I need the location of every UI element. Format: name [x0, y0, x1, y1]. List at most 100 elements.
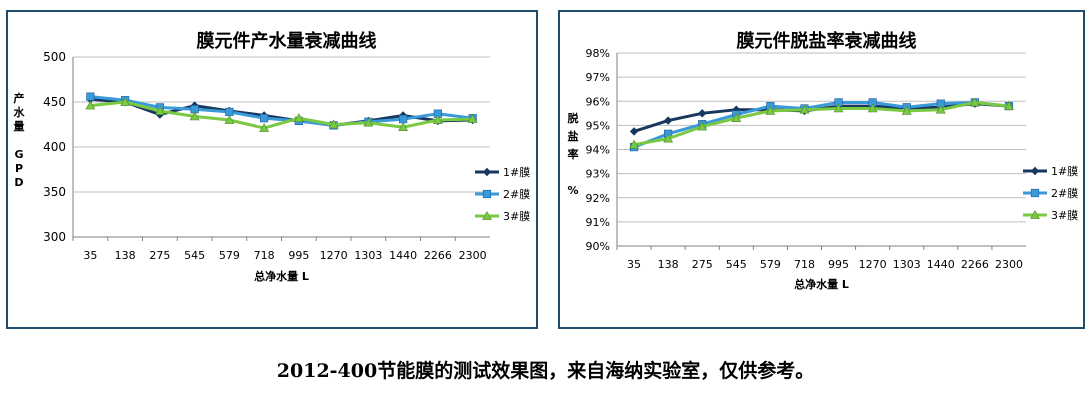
data-point-series-3 [259, 123, 270, 132]
y-axis-label-char: 量 [14, 120, 25, 133]
data-point-series-3 [154, 105, 165, 115]
data-point-series-3 [697, 121, 708, 131]
data-point-series-3 [189, 111, 200, 121]
y-tick-label: 96% [586, 95, 610, 108]
data-point-series-3 [398, 122, 409, 132]
data-point-series-3 [629, 139, 639, 149]
data-point-series-1 [629, 127, 639, 136]
x-tick-label: 579 [760, 258, 781, 271]
legend-label: 1#膜 [503, 166, 530, 179]
y-axis-label-char: 率 [568, 147, 579, 161]
y-tick-label: 400 [43, 140, 66, 154]
data-point-series-3 [765, 105, 776, 115]
y-tick-label: 91% [586, 216, 610, 229]
data-point-series-3 [432, 114, 443, 124]
y-tick-label: 90% [586, 240, 610, 253]
y-axis-label-char: 脱 [568, 111, 579, 125]
x-tick-label: 1270 [859, 258, 887, 271]
y-axis-label-char: 盐 [568, 129, 579, 143]
data-point-series-3 [833, 103, 844, 113]
data-point-series-3 [969, 97, 980, 107]
y-axis-label-char: D [14, 176, 23, 189]
legend-label: 3#膜 [1051, 209, 1078, 222]
data-point-series-3 [363, 117, 374, 127]
y-axis-label-char: P [15, 162, 23, 175]
y-tick-label: 350 [43, 185, 66, 199]
salt-rejection-chart: 膜元件脱盐率衰减曲线 90% 91% 92% 93% 94% 95% 96% 97% 98% 35 1… [567, 30, 1078, 291]
data-point-series-1 [663, 116, 673, 125]
legend-label: 1#膜 [1051, 165, 1078, 178]
y-tick-label: 300 [43, 230, 66, 244]
y-tick-label: 92% [586, 192, 610, 205]
x-tick-label: 545 [184, 249, 205, 262]
legend-marker [1030, 188, 1040, 198]
x-tick-label: 545 [726, 258, 747, 271]
data-point-series-3 [799, 104, 810, 114]
series-line-3 [633, 100, 1010, 147]
x-tick-label: 138 [658, 258, 679, 271]
series-line-1 [90, 97, 473, 127]
data-point-series-3 [1004, 101, 1014, 110]
data-point-series-3 [663, 133, 674, 143]
y-tick-label: 500 [43, 50, 66, 64]
data-point-series-3 [120, 96, 131, 106]
legend-marker [482, 167, 492, 177]
data-point-series-3 [867, 103, 878, 113]
x-tick-label: 138 [115, 249, 136, 262]
x-tick-label: 275 [692, 258, 713, 271]
x-tick-label: 2300 [459, 249, 487, 262]
data-point-series-3 [293, 113, 304, 123]
x-axis-label: 总净水量 L [794, 277, 849, 291]
x-tick-label: 1440 [389, 249, 417, 262]
y-tick-label: 95% [586, 119, 610, 132]
x-tick-label: 2266 [424, 249, 452, 262]
y-tick-label: 450 [43, 95, 66, 109]
y-tick-label: 94% [586, 144, 610, 157]
y-axis-label-char: G [14, 148, 23, 161]
y-tick-label: 98% [586, 47, 610, 60]
legend-marker [1030, 166, 1040, 176]
y-tick-label: 97% [586, 71, 610, 84]
data-point-series-2 [399, 115, 408, 124]
chart-panel-water-production: 膜元件产水量衰减曲线 300 350 400 450 500 35 138 275 545 579 7… [6, 10, 538, 329]
data-point-series-2 [225, 107, 234, 116]
data-point-series-2 [260, 114, 269, 123]
x-tick-label: 1303 [893, 258, 921, 271]
legend-label: 3#膜 [503, 210, 530, 223]
x-tick-label: 2300 [995, 258, 1023, 271]
series-line-3 [90, 100, 473, 130]
series-line-2 [90, 95, 473, 127]
data-point-series-3 [85, 100, 96, 110]
x-tick-label: 2266 [961, 258, 989, 271]
y-axis-label-char: 产 [14, 91, 25, 105]
y-tick-label: 93% [586, 168, 610, 181]
x-tick-label: 579 [219, 249, 240, 262]
data-point-series-3 [731, 113, 742, 122]
data-point-series-3 [467, 114, 478, 123]
x-tick-label: 275 [149, 249, 170, 262]
data-point-series-3 [328, 119, 339, 129]
x-tick-label: 35 [627, 258, 641, 271]
x-axis-label: 总净水量 L [254, 269, 309, 283]
chart-title: 膜元件脱盐率衰减曲线 [736, 30, 917, 52]
x-tick-label: 995 [828, 258, 849, 271]
legend-label: 2#膜 [1051, 187, 1078, 200]
data-point-series-3 [224, 114, 235, 124]
y-axis-label-char: % [567, 184, 578, 197]
x-tick-label: 1303 [354, 249, 382, 262]
legend-marker [1030, 209, 1040, 219]
data-point-series-3 [935, 104, 946, 114]
y-axis-label-char: 水 [14, 105, 26, 119]
legend-marker [482, 210, 492, 220]
chart-title: 膜元件产水量衰减曲线 [196, 30, 377, 52]
figure-caption: 2012-400节能膜的测试效果图，来自海纳实验室，仅供参考。 [276, 360, 815, 382]
data-point-series-1 [698, 109, 707, 118]
x-tick-label: 35 [83, 249, 97, 262]
legend-label: 2#膜 [503, 188, 530, 201]
x-tick-label: 718 [794, 258, 815, 271]
x-tick-label: 718 [254, 249, 275, 262]
water-production-chart: 膜元件产水量衰减曲线 300 350 400 450 500 35 138 275 545 579 7… [14, 30, 531, 283]
x-tick-label: 1440 [927, 258, 955, 271]
x-tick-label: 995 [288, 249, 309, 262]
legend-marker [482, 189, 492, 199]
